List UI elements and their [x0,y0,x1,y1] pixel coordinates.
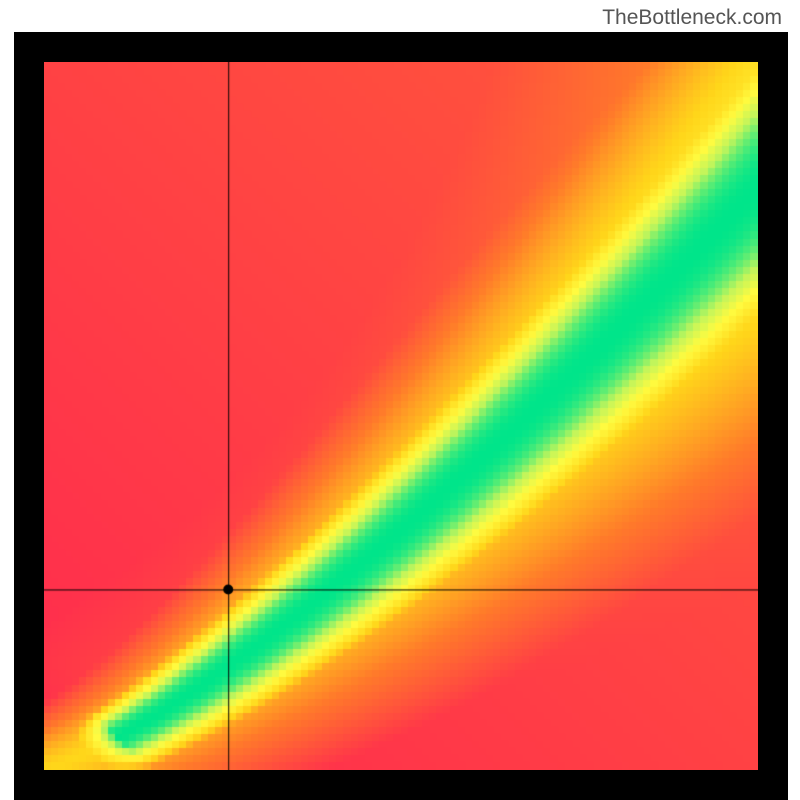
chart-outer-frame [14,32,788,800]
crosshair-overlay [44,62,758,770]
watermark-text: TheBottleneck.com [602,6,782,30]
